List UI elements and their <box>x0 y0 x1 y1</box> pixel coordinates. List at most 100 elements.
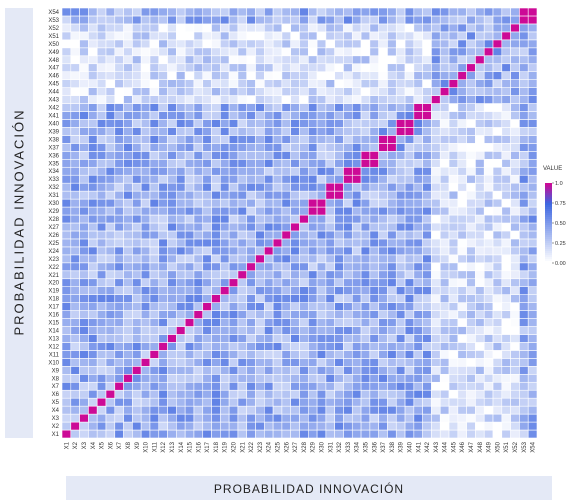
heatmap-cell <box>483 182 494 192</box>
heatmap-cell <box>334 47 344 57</box>
heatmap-cell <box>378 39 388 49</box>
heatmap-cell <box>123 63 133 73</box>
heatmap-cell <box>519 342 529 351</box>
heatmap-cell <box>492 166 503 176</box>
heatmap-cell <box>88 39 98 49</box>
heatmap-cell <box>123 326 133 335</box>
heatmap-cell <box>501 294 511 303</box>
heatmap-cell <box>61 182 72 192</box>
heatmap-cell <box>360 31 371 41</box>
heatmap-cell <box>176 254 186 264</box>
heatmap-cell <box>519 373 529 383</box>
heatmap-cell <box>483 7 494 17</box>
heatmap-cell <box>492 310 503 319</box>
x-tick-label: X25 <box>276 441 282 452</box>
heatmap-cell <box>79 326 89 335</box>
heatmap-cell <box>176 413 186 423</box>
heatmap-cell <box>475 350 485 359</box>
heatmap-cell <box>211 318 221 327</box>
heatmap-cell <box>202 342 212 351</box>
heatmap-cell <box>404 326 415 335</box>
heatmap-cell <box>70 326 80 335</box>
heatmap-cell <box>228 79 239 88</box>
heatmap-cell <box>264 421 274 431</box>
heatmap-cell <box>307 373 318 383</box>
heatmap-cell <box>404 135 415 144</box>
heatmap-cell <box>61 39 72 49</box>
heatmap-cell <box>105 334 116 343</box>
heatmap-cell <box>123 262 133 272</box>
heatmap-cell <box>351 366 362 375</box>
heatmap-cell <box>255 198 265 208</box>
heatmap-cell <box>290 397 300 407</box>
heatmap-cell <box>202 334 212 343</box>
heatmap-cell <box>70 111 80 120</box>
heatmap-cell <box>334 63 344 73</box>
heatmap-cell <box>431 103 441 112</box>
heatmap-cell <box>457 174 467 184</box>
y-tick-label: X27 <box>48 225 59 231</box>
heatmap-cell <box>501 342 511 351</box>
heatmap-cell <box>457 358 467 367</box>
heatmap-cell <box>255 31 265 41</box>
heatmap-cell <box>378 230 388 240</box>
heatmap-cell <box>413 270 423 280</box>
heatmap-cell <box>395 135 406 144</box>
heatmap-cell <box>96 278 107 287</box>
heatmap-cell <box>475 342 485 351</box>
heatmap-cell <box>290 429 300 439</box>
heatmap-cell <box>378 326 388 335</box>
heatmap-cell <box>123 389 133 399</box>
heatmap-cell <box>316 389 327 399</box>
x-tick-label: X31 <box>328 441 334 452</box>
heatmap-cell <box>334 31 344 41</box>
heatmap-cell <box>255 95 265 104</box>
heatmap-cell <box>176 214 186 224</box>
heatmap-cell <box>343 389 353 399</box>
heatmap-cell <box>70 350 80 359</box>
heatmap-cell <box>395 7 406 17</box>
legend-color-step <box>545 185 552 188</box>
heatmap-cell <box>343 318 353 327</box>
heatmap-cell <box>211 111 221 120</box>
heatmap-cell <box>123 254 133 264</box>
heatmap-cell <box>448 71 459 80</box>
heatmap-cell <box>316 135 327 144</box>
heatmap-cell <box>510 302 520 311</box>
heatmap-cell <box>475 7 485 17</box>
heatmap-cell <box>79 143 89 152</box>
heatmap-cell <box>307 111 318 120</box>
heatmap-cell <box>431 389 441 399</box>
heatmap-cell <box>307 302 318 311</box>
heatmap-cell <box>70 143 80 152</box>
legend-color-step <box>545 253 552 256</box>
heatmap-cell <box>457 47 467 57</box>
heatmap-cell <box>475 286 485 295</box>
heatmap-cell <box>123 174 133 184</box>
heatmap-cell <box>510 151 520 160</box>
heatmap-cell <box>114 151 124 160</box>
heatmap-cell <box>70 318 80 327</box>
heatmap-cell <box>457 334 467 343</box>
heatmap-cell <box>220 381 230 391</box>
heatmap-cell <box>70 151 80 160</box>
heatmap-cell <box>475 127 485 136</box>
heatmap-cell <box>202 397 212 407</box>
heatmap-cell <box>193 151 204 160</box>
heatmap-cell <box>307 198 318 208</box>
heatmap-cell <box>281 23 292 33</box>
heatmap-cell <box>140 334 151 343</box>
heatmap-cell <box>88 286 98 295</box>
heatmap-cell <box>167 151 177 160</box>
heatmap-cell <box>228 63 239 73</box>
y-tick-label: X48 <box>48 58 59 64</box>
heatmap-cell <box>343 373 353 383</box>
heatmap-cell <box>228 413 239 423</box>
heatmap-cell <box>255 87 265 96</box>
heatmap-cell <box>351 310 362 319</box>
heatmap-cell <box>132 342 142 351</box>
heatmap-cell <box>395 23 406 33</box>
heatmap-cell <box>395 222 406 232</box>
heatmap-cell <box>299 342 309 351</box>
heatmap-cell <box>307 119 318 128</box>
